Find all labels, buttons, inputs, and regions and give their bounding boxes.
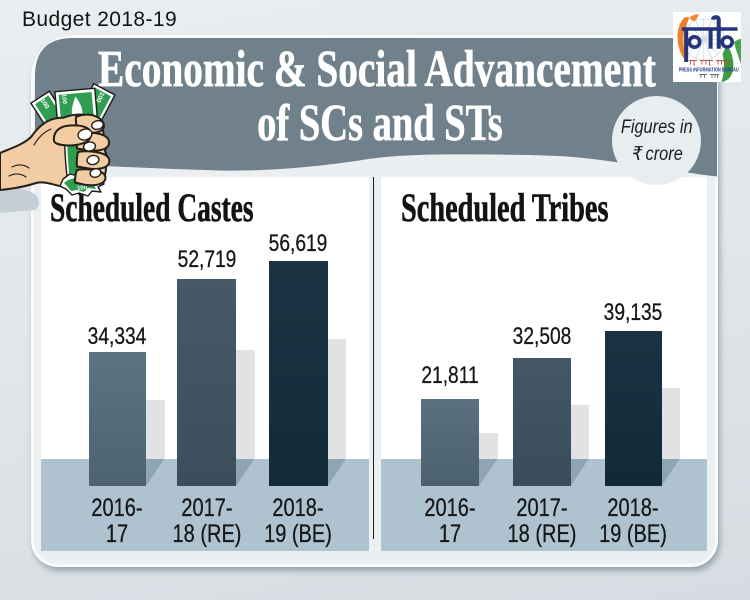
svg-text:100: 100: [60, 94, 67, 105]
svg-text:100: 100: [77, 185, 88, 192]
svg-text:100: 100: [39, 97, 51, 110]
svg-text:100: 100: [94, 91, 105, 104]
svg-text:PRESS INFORMATION BUREAU: PRESS INFORMATION BUREAU: [678, 68, 738, 74]
